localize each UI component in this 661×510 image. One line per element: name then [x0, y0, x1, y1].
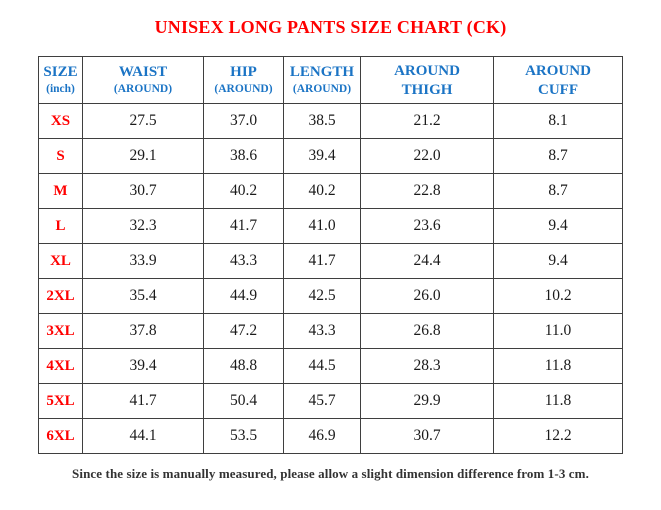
measurement-value: 30.7 [82, 173, 204, 209]
table-row-s: S 29.1 38.6 39.4 22.0 8.7 [38, 138, 623, 174]
measurement-value: 30.7 [360, 418, 494, 454]
measurement-value: 29.9 [360, 383, 494, 419]
size-label-3xl: 3XL [38, 313, 83, 349]
column-header-line2: (AROUND) [292, 83, 352, 95]
measurement-value: 22.8 [360, 173, 494, 209]
measurement-value: 11.0 [493, 313, 623, 349]
table-row-3xl: 3XL 37.8 47.2 43.3 26.8 11.0 [38, 313, 623, 349]
measurement-value: 35.4 [82, 278, 204, 314]
table-header: SIZE (inch) WAIST (AROUND) HIP (AROUND) LENGTH… [38, 56, 623, 104]
column-header-line1: HIP [230, 64, 257, 80]
measurement-value: 26.8 [360, 313, 494, 349]
size-label-2xl: 2XL [38, 278, 83, 314]
measurement-value: 41.7 [283, 243, 361, 279]
size-label-s: S [38, 138, 83, 174]
measurement-value: 46.9 [283, 418, 361, 454]
measurement-value: 42.5 [283, 278, 361, 314]
measurement-value: 12.2 [493, 418, 623, 454]
table-row-6xl: 6XL 44.1 53.5 46.9 30.7 12.2 [38, 418, 623, 454]
measurement-value: 38.5 [283, 103, 361, 139]
page-title: UNISEX LONG PANTS SIZE CHART (CK) [154, 17, 507, 37]
measurement-value: 8.7 [493, 138, 623, 174]
measurement-note: Since the size is manually measured, ple… [72, 466, 589, 481]
measurement-value: 44.9 [203, 278, 284, 314]
measurement-value: 40.2 [203, 173, 284, 209]
size-chart-table: SIZE (inch) WAIST (AROUND) HIP (AROUND) LENGTH… [38, 56, 623, 454]
measurement-value: 9.4 [493, 243, 623, 279]
column-header-line1: SIZE [43, 64, 78, 80]
measurement-value: 37.8 [82, 313, 204, 349]
size-label-xs: XS [38, 103, 83, 139]
measurement-value: 11.8 [493, 383, 623, 419]
column-header-size-0: SIZE (inch) [38, 56, 83, 104]
measurement-value: 41.0 [283, 208, 361, 244]
table-row-m: M 30.7 40.2 40.2 22.8 8.7 [38, 173, 623, 209]
measurement-value: 50.4 [203, 383, 284, 419]
table-row-4xl: 4XL 39.4 48.8 44.5 28.3 11.8 [38, 348, 623, 384]
measurement-value: 40.2 [283, 173, 361, 209]
size-label-m: M [38, 173, 83, 209]
measurement-value: 41.7 [203, 208, 284, 244]
column-header-line2: CUFF [538, 81, 578, 98]
size-label-xl: XL [38, 243, 83, 279]
table-row-xs: XS 27.5 37.0 38.5 21.2 8.1 [38, 103, 623, 139]
size-label-l: L [38, 208, 83, 244]
measurement-value: 47.2 [203, 313, 284, 349]
column-header-around-5: AROUND CUFF [493, 56, 623, 104]
measurement-value: 27.5 [82, 103, 204, 139]
measurement-value: 10.2 [493, 278, 623, 314]
size-label-5xl: 5XL [38, 383, 83, 419]
measurement-value: 23.6 [360, 208, 494, 244]
measurement-value: 43.3 [283, 313, 361, 349]
size-label-6xl: 6XL [38, 418, 83, 454]
measurement-value: 53.5 [203, 418, 284, 454]
column-header-line1: AROUND [525, 62, 591, 79]
column-header-hip-2: HIP (AROUND) [203, 56, 284, 104]
column-header-line2: (AROUND) [214, 83, 273, 95]
measurement-value: 39.4 [82, 348, 204, 384]
measurement-value: 9.4 [493, 208, 623, 244]
measurement-value: 22.0 [360, 138, 494, 174]
measurement-value: 29.1 [82, 138, 204, 174]
measurement-value: 44.5 [283, 348, 361, 384]
column-header-around-4: AROUND THIGH [360, 56, 494, 104]
column-header-line2: THIGH [401, 81, 453, 98]
column-header-line2: (inch) [46, 83, 75, 95]
measurement-value: 38.6 [203, 138, 284, 174]
column-header-line1: WAIST [118, 64, 168, 80]
table-body: XS 27.5 37.0 38.5 21.2 8.1 S 29.1 38.6 39.4 22.0 8.… [38, 103, 623, 454]
measurement-value: 37.0 [203, 103, 284, 139]
measurement-value: 41.7 [82, 383, 204, 419]
table-header-row: SIZE (inch) WAIST (AROUND) HIP (AROUND) LENGTH… [38, 56, 623, 104]
measurement-value: 11.8 [493, 348, 623, 384]
measurement-value: 21.2 [360, 103, 494, 139]
column-header-line1: LENGTH [289, 64, 355, 80]
measurement-value: 39.4 [283, 138, 361, 174]
column-header-length-3: LENGTH (AROUND) [283, 56, 361, 104]
measurement-value: 8.1 [493, 103, 623, 139]
table-row-2xl: 2XL 35.4 44.9 42.5 26.0 10.2 [38, 278, 623, 314]
measurement-value: 33.9 [82, 243, 204, 279]
measurement-value: 26.0 [360, 278, 494, 314]
table-row-xl: XL 33.9 43.3 41.7 24.4 9.4 [38, 243, 623, 279]
column-header-waist-1: WAIST (AROUND) [82, 56, 204, 104]
table-row-l: L 32.3 41.7 41.0 23.6 9.4 [38, 208, 623, 244]
measurement-value: 43.3 [203, 243, 284, 279]
column-header-line2: (AROUND) [113, 83, 173, 95]
measurement-value: 44.1 [82, 418, 204, 454]
measurement-value: 28.3 [360, 348, 494, 384]
measurement-value: 45.7 [283, 383, 361, 419]
column-header-line1: AROUND [394, 62, 460, 79]
measurement-value: 32.3 [82, 208, 204, 244]
measurement-value: 24.4 [360, 243, 494, 279]
measurement-value: 8.7 [493, 173, 623, 209]
size-label-4xl: 4XL [38, 348, 83, 384]
table-row-5xl: 5XL 41.7 50.4 45.7 29.9 11.8 [38, 383, 623, 419]
measurement-value: 48.8 [203, 348, 284, 384]
